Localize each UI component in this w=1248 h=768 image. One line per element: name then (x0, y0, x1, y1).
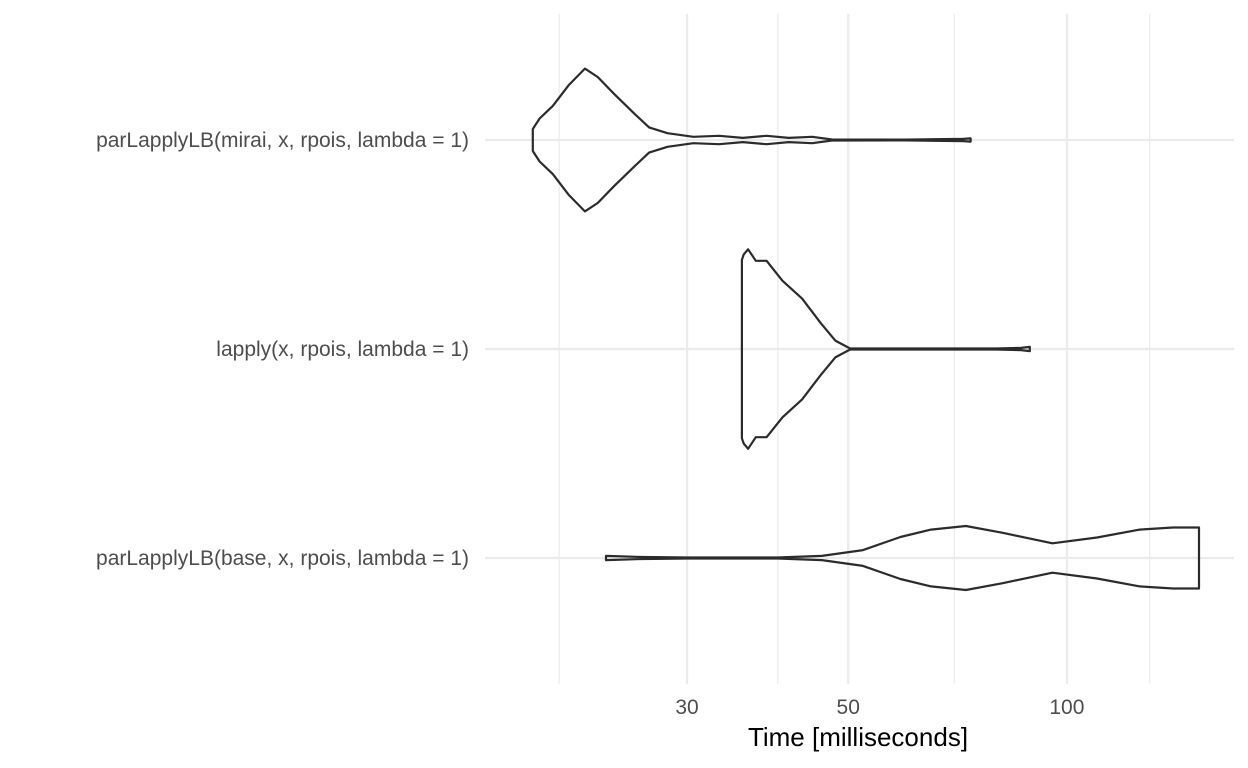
y-tick-label: lapply(x, rpois, lambda = 1) (216, 338, 469, 361)
x-tick-label: 50 (837, 696, 860, 719)
violin-series (604, 524, 1201, 592)
x-tick-label: 30 (675, 696, 698, 719)
violins (531, 67, 1201, 592)
violin-series (740, 248, 1031, 450)
y-tick-label: parLapplyLB(mirai, x, rpois, lambda = 1) (96, 129, 469, 152)
x-tick-label: 100 (1049, 696, 1084, 719)
x-axis-labels: 30 50 100 (675, 696, 1084, 719)
violin-series (531, 67, 972, 213)
y-axis-labels: parLapplyLB(mirai, x, rpois, lambda = 1)… (96, 129, 469, 570)
x-axis-title: Time [milliseconds] (748, 722, 968, 752)
y-tick-label: parLapplyLB(base, x, rpois, lambda = 1) (96, 547, 469, 570)
